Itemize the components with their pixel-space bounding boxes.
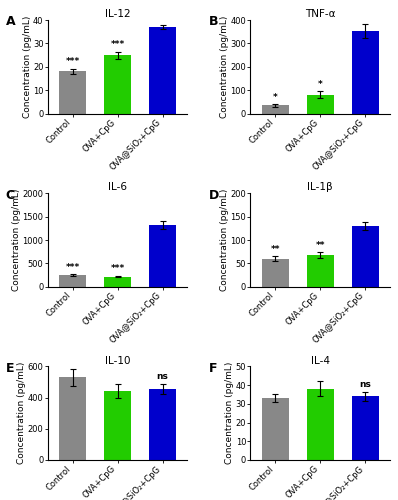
Bar — [352, 226, 379, 287]
Bar — [261, 258, 289, 287]
Text: **: ** — [270, 245, 280, 254]
Text: ns: ns — [157, 372, 169, 381]
Bar — [352, 396, 379, 460]
Y-axis label: Concentration (pg/mL): Concentration (pg/mL) — [220, 189, 229, 291]
Title: TNF-α: TNF-α — [305, 9, 336, 19]
Bar — [149, 225, 176, 287]
Title: IL-1β: IL-1β — [307, 182, 333, 192]
Title: IL-6: IL-6 — [108, 182, 127, 192]
Bar — [59, 275, 86, 287]
Y-axis label: Concentration (pg/mL): Concentration (pg/mL) — [12, 189, 21, 291]
Bar — [307, 255, 334, 287]
Text: ***: *** — [111, 264, 125, 274]
Y-axis label: Concentration (pg/mL): Concentration (pg/mL) — [18, 362, 26, 464]
Bar — [261, 106, 289, 114]
Text: *: * — [273, 93, 277, 102]
Bar — [104, 55, 131, 114]
Title: IL-4: IL-4 — [311, 356, 330, 366]
Bar — [104, 276, 131, 287]
Y-axis label: Concentration (pg/mL): Concentration (pg/mL) — [220, 16, 229, 118]
Bar — [149, 27, 176, 114]
Text: ***: *** — [111, 40, 125, 50]
Bar — [307, 389, 334, 460]
Text: D: D — [209, 188, 219, 202]
Text: F: F — [209, 362, 217, 374]
Bar — [104, 392, 131, 460]
Bar — [59, 72, 86, 114]
Bar — [149, 389, 176, 460]
Title: IL-10: IL-10 — [105, 356, 131, 366]
Text: B: B — [209, 16, 218, 28]
Y-axis label: Concentration (pg/mL): Concentration (pg/mL) — [23, 16, 31, 118]
Bar — [261, 398, 289, 460]
Text: **: ** — [316, 241, 325, 250]
Text: ***: *** — [65, 263, 80, 272]
Bar — [307, 95, 334, 114]
Y-axis label: Concentration (pg/mL): Concentration (pg/mL) — [225, 362, 234, 464]
Title: IL-12: IL-12 — [105, 9, 131, 19]
Text: ns: ns — [359, 380, 371, 390]
Bar — [352, 30, 379, 114]
Bar — [59, 378, 86, 460]
Text: A: A — [6, 16, 16, 28]
Text: ***: *** — [65, 58, 80, 66]
Text: *: * — [318, 80, 322, 89]
Text: E: E — [6, 362, 14, 374]
Text: C: C — [6, 188, 15, 202]
